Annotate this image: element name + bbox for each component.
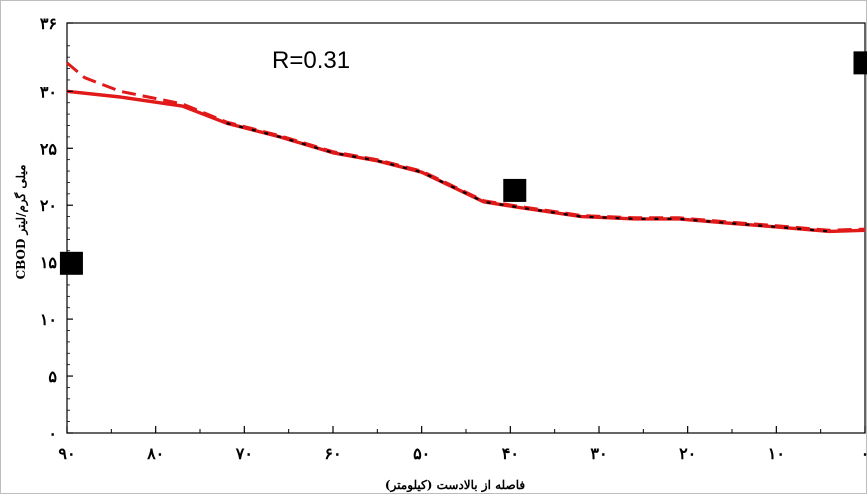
series-layer — [66, 61, 866, 234]
observed-markers — [59, 51, 867, 275]
x-tick-label: ۱۰ — [768, 444, 785, 463]
y-axis-title: میلی گرم/لیتر CBOD — [13, 165, 29, 280]
x-tick-label: ۴۰ — [502, 444, 519, 463]
x-tick-label: ۶۰ — [324, 444, 341, 463]
plot-border — [66, 22, 866, 434]
y-tick-label: ۰ — [48, 424, 57, 443]
series-line-dashed — [66, 61, 866, 232]
r-value-annotation: R=0.31 — [272, 47, 350, 74]
series-line-solid — [66, 89, 866, 234]
y-tick-label: ۳۰ — [40, 82, 57, 101]
x-tick-label: ۰ — [861, 444, 867, 463]
x-tick-label: ۸۰ — [146, 444, 164, 463]
x-axis-ticks: ۹۰ ۸۰ ۷۰ ۶۰ ۵۰ ۴۰ ۳۰ ۲۰ ۱۰ ۰ — [58, 426, 867, 463]
y-tick-label: ۳۶ — [40, 14, 57, 33]
y-axis-ticks: ۰ ۵ ۱۰ ۱۵ ۲۰ ۲۵ ۳۰ ۳۶ — [40, 14, 73, 443]
plot-area — [66, 22, 866, 434]
x-tick-label: ۵۰ — [413, 444, 430, 463]
x-tick-label: ۹۰ — [58, 444, 75, 463]
x-axis-title: فاصله از بالادست (کیلومتر) — [385, 478, 525, 493]
x-tick-label: ۳۰ — [590, 444, 607, 463]
series-line-dotted — [226, 122, 830, 233]
y-tick-label: ۱۵ — [40, 253, 58, 272]
x-tick-label: ۲۰ — [679, 444, 696, 463]
y-tick-label: ۱۰ — [40, 310, 57, 329]
observed-point — [59, 251, 83, 275]
y-tick-label: ۲۰ — [40, 196, 57, 215]
x-tick-label: ۷۰ — [235, 444, 253, 463]
y-tick-label: ۵ — [48, 367, 57, 386]
y-tick-label: ۲۵ — [40, 139, 58, 158]
observed-point — [503, 178, 527, 202]
observed-point — [853, 51, 867, 75]
